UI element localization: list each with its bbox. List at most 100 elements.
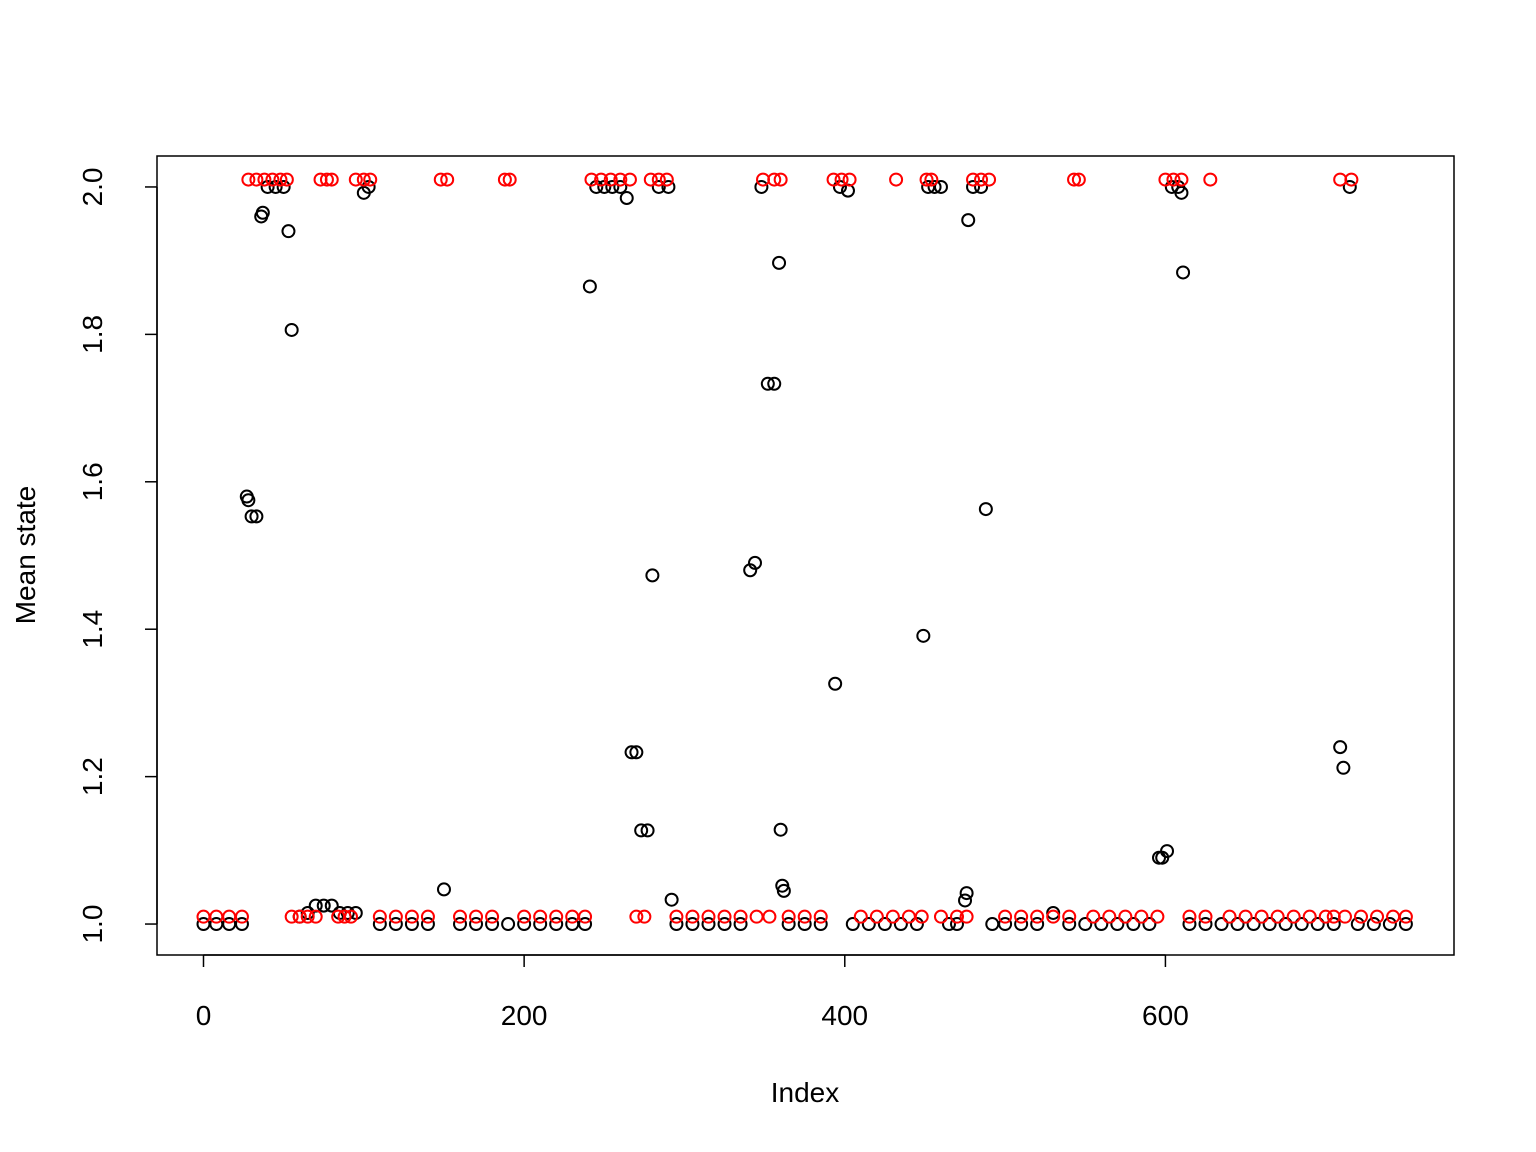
x-axis-label: Index	[771, 1077, 840, 1108]
point	[834, 172, 849, 187]
point	[776, 883, 791, 898]
point	[292, 909, 307, 924]
point	[1310, 917, 1325, 932]
point	[1238, 909, 1253, 924]
y-tick-label: 2.0	[77, 167, 108, 206]
point	[1142, 917, 1157, 932]
point	[685, 917, 700, 932]
point	[941, 917, 956, 932]
point	[914, 909, 929, 924]
plot-box	[156, 155, 1455, 956]
point	[885, 909, 900, 924]
point	[308, 909, 323, 924]
point	[950, 909, 965, 924]
point	[701, 909, 716, 924]
point	[959, 886, 974, 901]
point	[613, 179, 628, 194]
point	[1126, 917, 1141, 932]
point	[281, 224, 296, 239]
point	[388, 917, 403, 932]
point	[1214, 917, 1229, 932]
point	[222, 909, 237, 924]
point	[249, 172, 264, 187]
point	[234, 909, 249, 924]
point	[1174, 185, 1189, 200]
point	[549, 917, 564, 932]
point	[998, 917, 1013, 932]
point	[974, 179, 989, 194]
point	[701, 917, 716, 932]
point	[265, 172, 280, 187]
point	[762, 909, 777, 924]
point	[1350, 917, 1365, 932]
point	[1174, 172, 1189, 187]
point	[861, 917, 876, 932]
point	[1342, 179, 1357, 194]
point	[634, 823, 649, 838]
point	[950, 917, 965, 932]
point	[485, 917, 500, 932]
point	[1270, 909, 1285, 924]
point	[249, 509, 264, 524]
point	[978, 502, 993, 517]
point	[1158, 172, 1173, 187]
point	[1176, 265, 1191, 280]
point	[388, 909, 403, 924]
x-tick-label: 600	[1142, 1000, 1189, 1031]
point	[300, 905, 315, 920]
point	[781, 917, 796, 932]
point	[241, 493, 256, 508]
point	[743, 563, 758, 578]
point	[517, 917, 532, 932]
point	[1166, 172, 1181, 187]
x-tick-label: 200	[501, 1000, 548, 1031]
point	[268, 179, 283, 194]
point	[982, 172, 997, 187]
point	[717, 917, 732, 932]
point	[1014, 917, 1029, 932]
point	[337, 909, 352, 924]
point	[1071, 172, 1086, 187]
point	[1030, 917, 1045, 932]
point	[594, 172, 609, 187]
point	[1262, 917, 1277, 932]
point	[469, 909, 484, 924]
point	[747, 555, 762, 570]
point	[453, 909, 468, 924]
point	[404, 909, 419, 924]
point	[659, 172, 674, 187]
point	[1198, 909, 1213, 924]
point	[958, 893, 973, 908]
point	[1246, 917, 1261, 932]
point	[502, 172, 517, 187]
point	[284, 909, 299, 924]
point	[244, 509, 259, 524]
point	[1110, 917, 1125, 932]
point	[966, 172, 981, 187]
point	[1386, 909, 1401, 924]
point	[485, 909, 500, 924]
point	[260, 179, 275, 194]
point	[909, 917, 924, 932]
point	[356, 172, 371, 187]
point	[901, 909, 916, 924]
point	[893, 917, 908, 932]
point	[404, 917, 419, 932]
point	[1398, 917, 1413, 932]
point	[733, 917, 748, 932]
point	[869, 909, 884, 924]
point	[517, 909, 532, 924]
point	[603, 172, 618, 187]
y-tick-label: 1.8	[77, 315, 108, 354]
point	[661, 179, 676, 194]
y-tick-label: 1.2	[77, 757, 108, 796]
point	[1382, 917, 1397, 932]
point	[565, 909, 580, 924]
point	[643, 172, 658, 187]
point	[1150, 909, 1165, 924]
point	[578, 909, 593, 924]
point	[877, 917, 892, 932]
point	[348, 172, 363, 187]
point	[1203, 172, 1218, 187]
point	[624, 745, 639, 760]
